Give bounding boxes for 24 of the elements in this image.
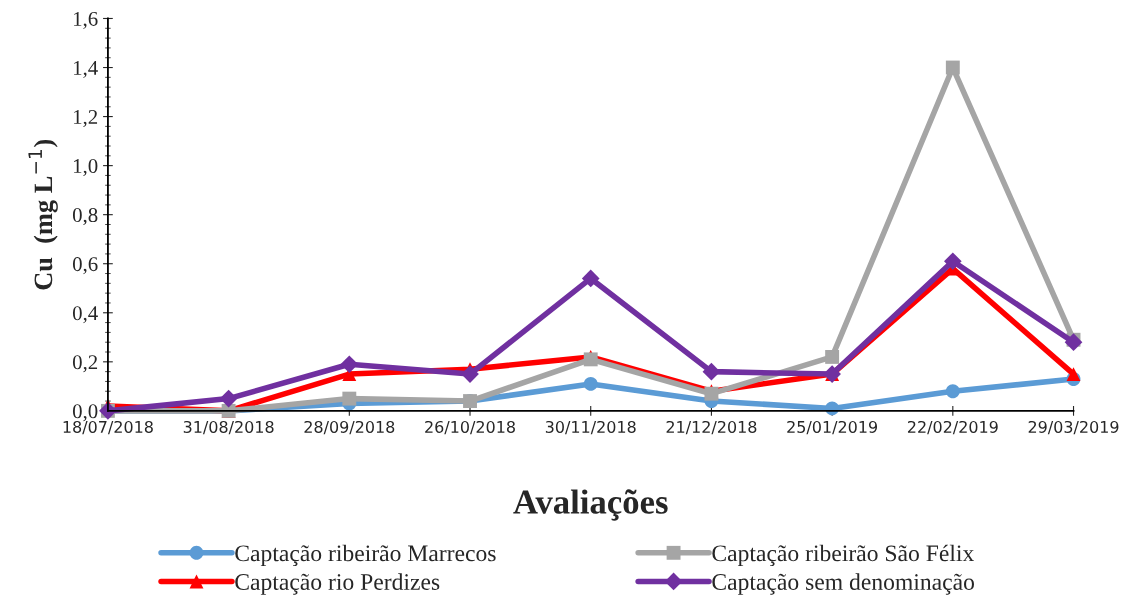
legend-label: Captação ribeirão São Félix [712,544,974,567]
x-tick-label: 29/03/2019 [1028,420,1119,435]
y-tick-label: 0,8 [72,208,98,226]
x-tick-label: 28/09/2018 [304,420,395,435]
y-tick-label: 1,0 [73,159,98,177]
x-tick-label: 26/10/2018 [425,420,515,435]
y-tick-label: 0,2 [72,355,98,373]
y-tick-label: 0,6 [72,257,98,275]
legend-label: Captação sem denominação [712,573,975,595]
y-tick-label: 1,6 [73,11,98,29]
x-tick-label: 25/01/2019 [787,420,878,435]
legend-label: Captação ribeirão Marrecos [235,544,496,567]
y-tick-label: 1,4 [73,61,98,78]
y-tick-label: 0,0 [72,404,98,422]
x-tick-label: 18/07/2018 [63,420,153,435]
x-tick-label: 30/11/2018 [545,420,636,435]
x-tick-label: 22/02/2019 [907,420,998,435]
y-tick-label: 1,2 [73,110,98,128]
legend-label: Captação rio Perdizes [235,573,440,595]
y-tick-label: 0,4 [72,306,98,324]
x-axis-title: Avaliações [513,489,668,521]
y-axis-title: Cu (mg L$^{−1}$) [28,139,58,290]
x-tick-label: 31/08/2018 [183,420,274,435]
x-tick-label: 21/12/2018 [666,420,757,435]
